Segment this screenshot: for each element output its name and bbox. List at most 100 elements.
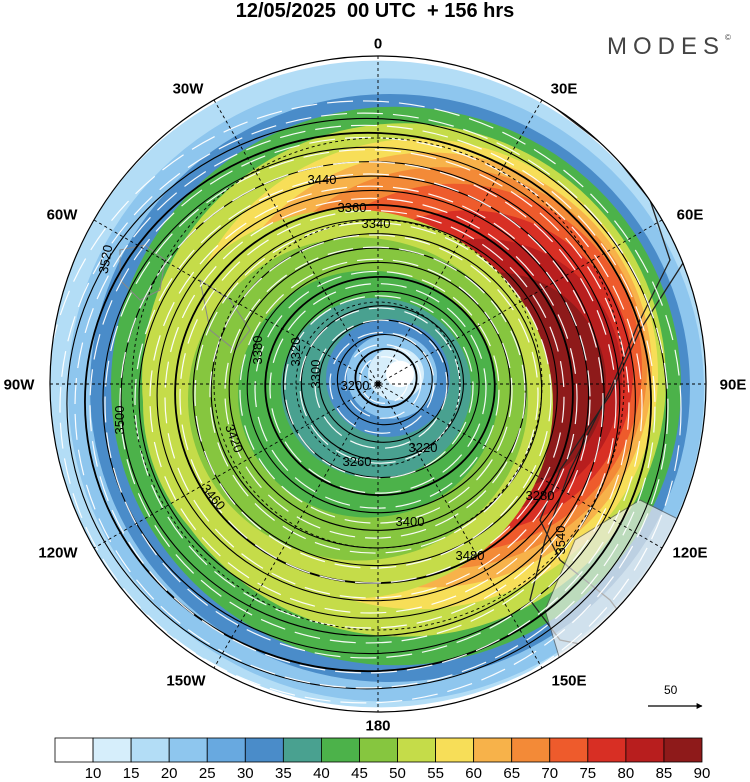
streamline xyxy=(254,270,500,509)
contour-label: 3220 xyxy=(409,440,438,455)
contour-label: 3300 xyxy=(308,360,323,389)
colorbar-swatch xyxy=(625,737,665,763)
streamline xyxy=(269,283,487,494)
colorbar-tick-label: 35 xyxy=(275,765,292,782)
colorbar-tick-label: 10 xyxy=(84,765,102,782)
colorbar-swatch xyxy=(54,737,94,763)
lon-label-90e: 90E xyxy=(719,376,747,394)
contour-label: 3380 xyxy=(250,336,265,365)
colorbar-tick-label: 65 xyxy=(503,765,521,782)
contour-label: 3400 xyxy=(396,514,425,529)
colorbar-swatch xyxy=(663,737,703,763)
height-contour xyxy=(354,347,418,408)
colorbar-tick-label: 90 xyxy=(693,765,711,782)
streamline xyxy=(209,234,539,554)
wind-streamlines xyxy=(50,100,682,712)
colorbar-tick-label: 30 xyxy=(236,765,254,782)
height-contour xyxy=(138,175,605,619)
streamline xyxy=(149,185,591,614)
colorbar-tick-label: 70 xyxy=(541,765,559,782)
colorbar-tick-label: 20 xyxy=(160,765,178,782)
colorbar-tick-label: 45 xyxy=(351,765,368,782)
colorbar-swatch xyxy=(511,737,551,763)
streamline xyxy=(104,149,630,659)
colorbar-tick-label: 85 xyxy=(655,765,673,782)
colorbar-swatch xyxy=(397,737,436,763)
streamline xyxy=(344,343,422,419)
colorbar-tick-label: 40 xyxy=(313,765,330,782)
height-contour xyxy=(102,146,636,655)
streamline xyxy=(164,197,578,599)
colorbar-swatch xyxy=(435,737,475,763)
colorbar-swatch xyxy=(168,737,208,763)
streamline xyxy=(134,173,604,629)
lon-label-60e: 60E xyxy=(676,206,704,224)
lon-label-120w: 120W xyxy=(38,544,78,562)
speed-band xyxy=(386,360,414,388)
height-contour xyxy=(246,261,511,514)
height-contour xyxy=(156,189,590,602)
streamline xyxy=(50,100,682,712)
lon-label-30w: 30W xyxy=(172,80,204,98)
colorbar-swatch xyxy=(549,737,589,763)
contour-label: 3440 xyxy=(308,172,337,187)
streamline xyxy=(284,295,474,479)
contour-label: 3320 xyxy=(288,338,303,367)
colorbar-swatch xyxy=(282,737,322,763)
colorbar-swatch xyxy=(359,737,398,763)
colorbar-tick-label: 60 xyxy=(465,765,482,782)
colorbar-tick-label: 25 xyxy=(198,765,216,782)
streamline xyxy=(329,331,435,434)
graticule xyxy=(50,56,706,712)
height-contour xyxy=(192,218,558,567)
colorbar xyxy=(54,737,703,763)
contour-label: 3540 xyxy=(553,526,568,555)
height-contour xyxy=(66,117,668,690)
lon-label-120e: 120E xyxy=(672,544,708,562)
lon-label-30e: 30E xyxy=(550,80,578,98)
lon-label-0: 0 xyxy=(373,35,383,53)
colorbar-tick-label: 80 xyxy=(617,765,635,782)
colorbar-tick-label: 75 xyxy=(579,765,597,782)
colorbar-tick-label: 55 xyxy=(427,765,444,782)
lon-label-90w: 90W xyxy=(3,376,35,394)
streamline xyxy=(179,209,565,584)
colorbar-swatch xyxy=(321,737,360,763)
colorbar-swatch xyxy=(473,737,513,763)
colorbar-swatch xyxy=(587,737,627,763)
contour-label: 3500 xyxy=(112,406,127,435)
modes-logo: MODES© xyxy=(607,33,731,60)
streamline xyxy=(59,112,669,704)
reference-vector-label: 50 xyxy=(664,683,678,697)
streamline xyxy=(239,258,513,524)
colorbar-swatch xyxy=(92,737,132,763)
height-contour xyxy=(84,131,652,673)
height-contour xyxy=(264,275,496,497)
contour-label: 3340 xyxy=(362,216,391,231)
height-contour xyxy=(300,305,465,461)
contour-label: 3260 xyxy=(343,454,372,469)
colorbar-swatch xyxy=(130,737,170,763)
colorbar-swatch xyxy=(244,737,284,763)
streamline xyxy=(119,161,617,644)
chart-title: 12/05/2025 00 UTC + 156 hrs xyxy=(235,0,515,22)
contour-label: 3520 xyxy=(96,244,116,275)
streamline xyxy=(359,356,409,404)
colorbar-tick-label: 15 xyxy=(122,765,140,782)
contour-label: 3360 xyxy=(338,200,367,215)
height-contour xyxy=(336,333,433,426)
height-contour xyxy=(282,290,480,479)
colorbar-tick-label: 50 xyxy=(389,765,406,782)
lon-label-150e: 150E xyxy=(551,672,587,690)
north-pole-marker xyxy=(375,381,381,387)
contour-label: 3280 xyxy=(526,488,555,503)
contour-label: 3480 xyxy=(456,548,485,563)
lon-label-150w: 150W xyxy=(166,672,206,690)
streamline xyxy=(194,222,552,569)
map-border xyxy=(49,55,707,713)
streamline xyxy=(89,136,643,674)
lon-label-60w: 60W xyxy=(46,206,78,224)
streamline xyxy=(74,124,656,689)
streamline xyxy=(224,246,526,539)
